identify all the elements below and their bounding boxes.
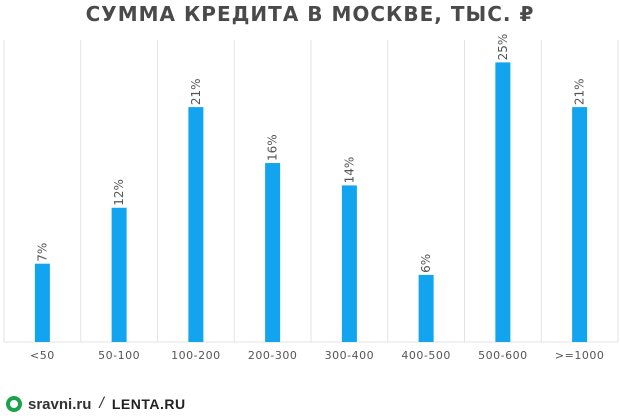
bar-1 bbox=[111, 207, 127, 342]
category-label-7: >=1000 bbox=[555, 349, 604, 362]
footer-logos: sravni.ru / LENTA.RU bbox=[6, 392, 186, 416]
bar-7 bbox=[572, 107, 588, 342]
category-label-4: 300-400 bbox=[325, 349, 374, 362]
value-label-4: 14% bbox=[342, 157, 356, 184]
bar-2 bbox=[188, 107, 204, 342]
value-label-6: 25% bbox=[496, 34, 510, 61]
bar-3 bbox=[265, 163, 281, 342]
bar-5 bbox=[418, 274, 434, 342]
sravni-logo-icon bbox=[6, 396, 22, 412]
category-label-2: 100-200 bbox=[171, 349, 220, 362]
category-label-1: 50-100 bbox=[98, 349, 140, 362]
value-label-5: 6% bbox=[419, 254, 433, 273]
category-label-3: 200-300 bbox=[248, 349, 297, 362]
value-label-2: 21% bbox=[189, 78, 203, 105]
bar-0 bbox=[34, 263, 50, 342]
value-label-3: 16% bbox=[266, 134, 280, 161]
value-label-7: 21% bbox=[573, 78, 587, 105]
bar-6 bbox=[495, 62, 511, 343]
bar-4 bbox=[341, 185, 357, 342]
lenta-logo-text: LENTA.RU bbox=[111, 396, 186, 412]
category-label-0: <50 bbox=[30, 349, 55, 362]
bar-chart: 7% <50 12% 50-100 21% 100-200 16% 200-300 14% 300… bbox=[3, 34, 619, 362]
chart-title: СУММА КРЕДИТА В МОСКВЕ, ТЫС. ₽ bbox=[85, 2, 535, 26]
value-label-1: 12% bbox=[112, 179, 126, 206]
value-label-0: 7% bbox=[35, 243, 49, 262]
logo-separator: / bbox=[99, 395, 104, 412]
sravni-logo-text: sravni.ru bbox=[28, 395, 92, 413]
category-label-5: 400-500 bbox=[401, 349, 450, 362]
category-label-6: 500-600 bbox=[478, 349, 527, 362]
